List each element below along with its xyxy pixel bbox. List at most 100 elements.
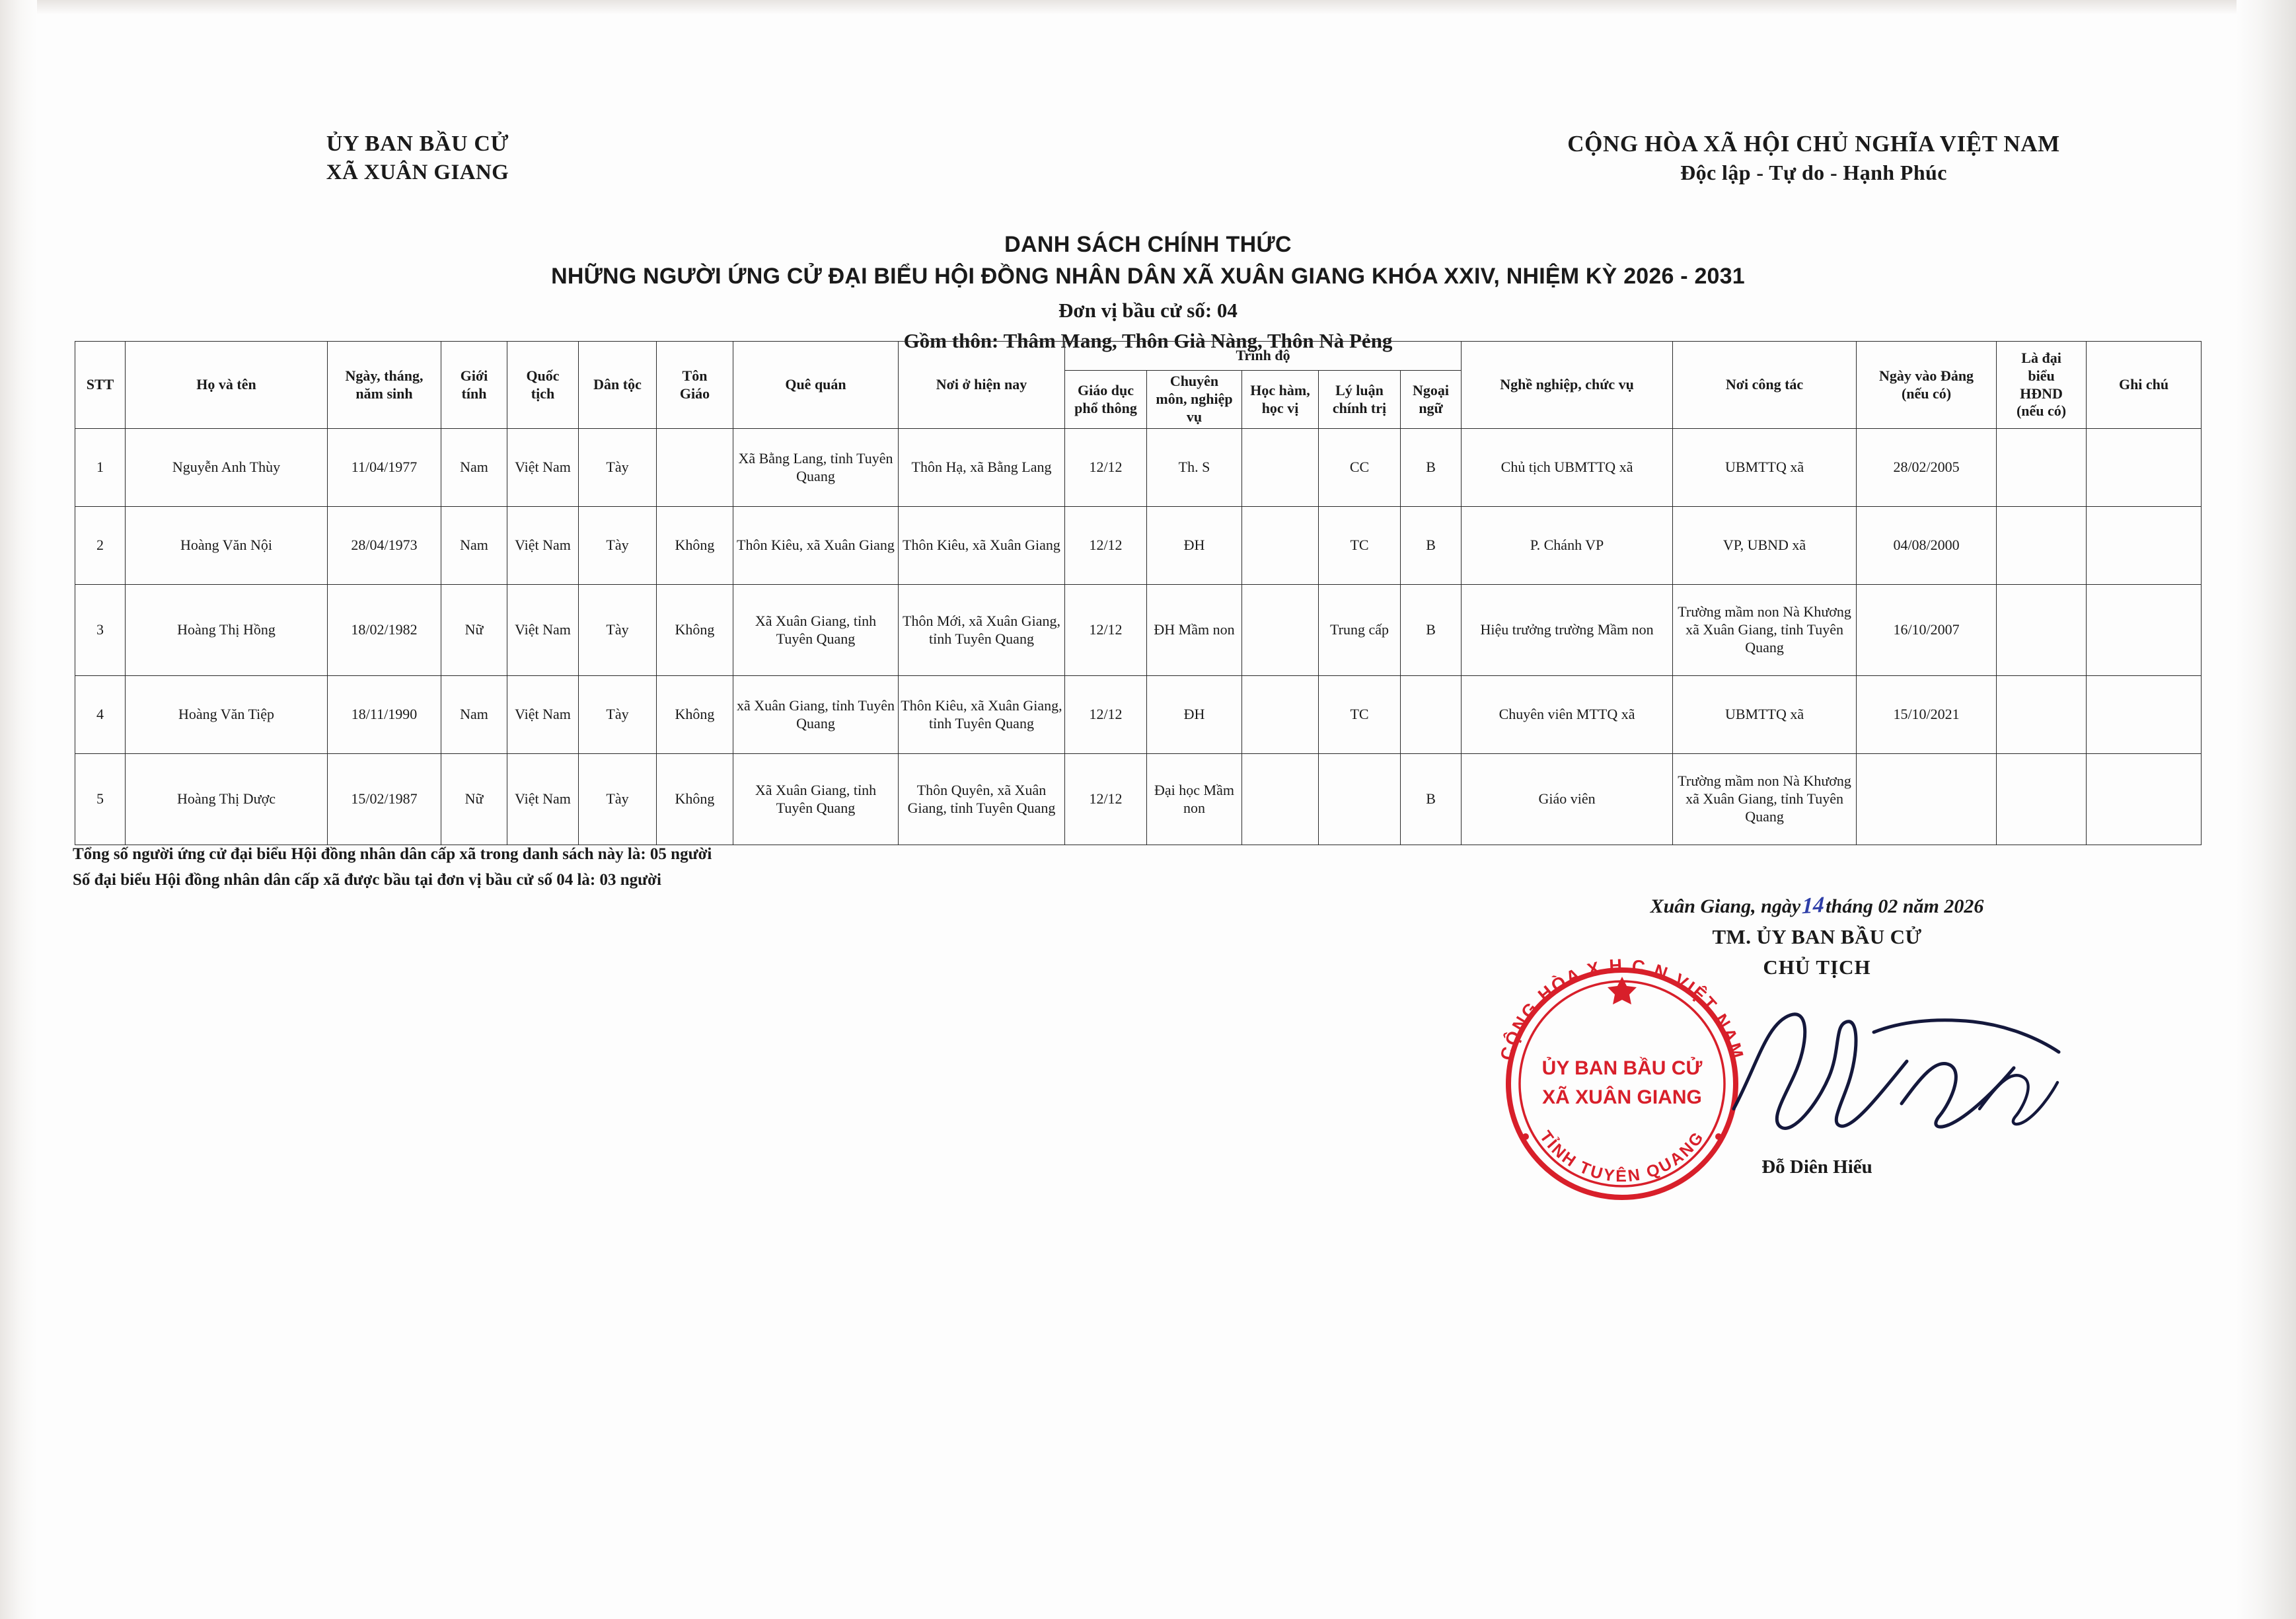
cell-notes: [2086, 675, 2202, 754]
col-is-delegate-line2: biểu: [2028, 367, 2055, 384]
table-row: 1 Nguyễn Anh Thùy 11/04/1977 Nam Việt Nam Tày…: [75, 428, 2202, 507]
col-edu-general: Giáo dục phổ thông: [1064, 370, 1147, 429]
signature-place-date: Xuân Giang, ngày14tháng 02 năm 2026: [1533, 893, 2101, 919]
col-party-date-line2: (nếu có): [1901, 385, 1952, 402]
cell-occupation: Chủ tịch UBMTTQ xã: [1461, 428, 1674, 507]
col-is-delegate-line3: HĐND: [2020, 385, 2063, 402]
note-seats-elected: Số đại biểu Hội đồng nhân dân cấp xã đượ…: [73, 870, 661, 889]
col-edu-prof: Chuyên môn, nghiệp vụ: [1146, 370, 1242, 429]
signature-place-prefix: Xuân Giang, ngày: [1650, 895, 1801, 917]
cell-hometown: xã Xuân Giang, tỉnh Tuyên Quang: [733, 675, 899, 754]
cell-edu-politics: TC: [1318, 506, 1401, 585]
col-edu-language-line2: ngữ: [1419, 399, 1443, 416]
document-title-block: DANH SÁCH CHÍNH THỨC NHỮNG NGƯỜI ỨNG CỬ …: [0, 230, 2296, 355]
signature-block: Xuân Giang, ngày14tháng 02 năm 2026 TM. …: [1533, 893, 2101, 1178]
cell-fullname: Hoàng Thị Dược: [125, 753, 328, 845]
cell-edu-prof: Đại học Mầm non: [1146, 753, 1242, 845]
cell-edu-general: 12/12: [1064, 675, 1147, 754]
stamp-dot-left: [1522, 1133, 1529, 1140]
col-fullname: Họ và tên: [125, 341, 328, 429]
scan-edge-right: [2237, 0, 2296, 1619]
col-ethnicity: Dân tộc: [578, 341, 657, 429]
cell-ethnicity: Tày: [578, 675, 657, 754]
cell-nationality: Việt Nam: [507, 506, 579, 585]
cell-nationality: Việt Nam: [507, 428, 579, 507]
page-subtitle: NHỮNG NGƯỜI ỨNG CỬ ĐẠI BIỂU HỘI ĐỒNG NHÂ…: [551, 264, 1745, 289]
note-total-candidates: Tổng số người ứng cử đại biểu Hội đồng n…: [73, 845, 712, 863]
cell-workplace: UBMTTQ xã: [1672, 428, 1857, 507]
cell-religion: Không: [656, 753, 733, 845]
cell-party-date: 16/10/2007: [1856, 584, 1997, 676]
cell-edu-politics: [1318, 753, 1401, 845]
cell-edu-language: B: [1399, 506, 1462, 585]
cell-edu-general: 12/12: [1064, 506, 1147, 585]
cell-notes: [2086, 584, 2202, 676]
col-group-education: Trình độ: [1064, 341, 1462, 371]
cell-residence: Thôn Quyên, xã Xuân Giang, tỉnh Tuyên Qu…: [898, 753, 1065, 845]
candidates-table-container: STT Họ và tên Ngày, tháng, năm sinh Giới…: [75, 341, 2202, 845]
cell-party-date: 04/08/2000: [1856, 506, 1997, 585]
cell-dob: 18/02/1982: [327, 584, 441, 676]
signature-org: TM. ỦY BAN BẦU CỬ: [1712, 925, 1922, 948]
cell-is-delegate: [1996, 428, 2087, 507]
cell-nationality: Việt Nam: [507, 753, 579, 845]
table-body: 1 Nguyễn Anh Thùy 11/04/1977 Nam Việt Nam Tày…: [75, 428, 2202, 845]
col-gender-line1: Giới: [460, 367, 488, 384]
cell-edu-prof: Th. S: [1146, 428, 1242, 507]
issuing-authority: ỦY BAN BẦU CỬ XÃ XUÂN GIANG: [167, 130, 669, 186]
issuing-authority-line2: XÃ XUÂN GIANG: [326, 160, 509, 184]
col-nationality-line2: tịch: [531, 385, 555, 402]
cell-occupation: Hiệu trưởng trường Mầm non: [1461, 584, 1674, 676]
col-religion-line1: Tôn: [682, 367, 708, 384]
col-religion: Tôn Giáo: [656, 341, 733, 429]
cell-workplace: VP, UBND xã: [1672, 506, 1857, 585]
col-is-delegate: Là đại biểu HĐND (nếu có): [1996, 341, 2087, 429]
cell-fullname: Hoàng Văn Tiệp: [125, 675, 328, 754]
cell-edu-prof: ĐH Mầm non: [1146, 584, 1242, 676]
cell-edu-politics: TC: [1318, 675, 1401, 754]
summary-notes: Tổng số người ứng cử đại biểu Hội đồng n…: [73, 842, 1526, 893]
cell-stt: 4: [75, 675, 126, 754]
national-heading-line2: Độc lập - Tự do - Hạnh Phúc: [1680, 160, 1947, 184]
national-heading-line1: CỘNG HÒA XÃ HỘI CHỦ NGHĨA VIỆT NAM: [1567, 131, 2060, 157]
cell-edu-title: [1241, 506, 1319, 585]
election-unit: Đơn vị bầu cử số: 04: [1058, 299, 1238, 322]
cell-notes: [2086, 753, 2202, 845]
cell-edu-language: B: [1399, 753, 1462, 845]
signature-place-suffix: tháng 02 năm 2026: [1826, 895, 1984, 917]
col-stt: STT: [75, 341, 126, 429]
col-edu-prof-line3: vụ: [1186, 408, 1203, 425]
national-heading: CỘNG HÒA XÃ HỘI CHỦ NGHĨA VIỆT NAM Độc l…: [1516, 130, 2111, 186]
col-hometown: Quê quán: [733, 341, 899, 429]
cell-party-date: [1856, 753, 1997, 845]
cell-occupation: Giáo viên: [1461, 753, 1674, 845]
col-edu-prof-line1: Chuyên: [1169, 373, 1219, 390]
table-row: 2 Hoàng Văn Nội 28/04/1973 Nam Việt Nam Tày Kh…: [75, 506, 2202, 585]
cell-religion: Không: [656, 675, 733, 754]
cell-edu-politics: CC: [1318, 428, 1401, 507]
col-party-date-line1: Ngày vào Đảng: [1879, 367, 1974, 384]
table-row: 4 Hoàng Văn Tiệp 18/11/1990 Nam Việt Nam Tày K…: [75, 675, 2202, 754]
cell-religion: Không: [656, 506, 733, 585]
col-edu-politics-line2: chính trị: [1332, 399, 1387, 416]
cell-residence: Thôn Kiêu, xã Xuân Giang, tỉnh Tuyên Qua…: [898, 675, 1065, 754]
cell-is-delegate: [1996, 753, 2087, 845]
cell-party-date: 28/02/2005: [1856, 428, 1997, 507]
cell-edu-prof: ĐH: [1146, 675, 1242, 754]
page-title: DANH SÁCH CHÍNH THỨC: [1004, 232, 1292, 257]
col-edu-title-line1: Học hàm,: [1250, 381, 1310, 398]
cell-edu-politics: Trung cấp: [1318, 584, 1401, 676]
cell-ethnicity: Tày: [578, 753, 657, 845]
cell-hometown: Xã Xuân Giang, tỉnh Tuyên Quang: [733, 584, 899, 676]
cell-stt: 3: [75, 584, 126, 676]
scan-edge-top: [0, 0, 2296, 15]
cell-hometown: Xã Xuân Giang, tỉnh Tuyên Quang: [733, 753, 899, 845]
cell-gender: Nam: [441, 506, 507, 585]
col-gender-line2: tính: [461, 385, 487, 402]
col-dob-line2: năm sinh: [355, 385, 413, 402]
cell-gender: Nữ: [441, 753, 507, 845]
table-header-row-top: STT Họ và tên Ngày, tháng, năm sinh Giới…: [75, 341, 2202, 429]
col-edu-general-line1: Giáo dục: [1078, 381, 1134, 398]
cell-ethnicity: Tày: [578, 584, 657, 676]
